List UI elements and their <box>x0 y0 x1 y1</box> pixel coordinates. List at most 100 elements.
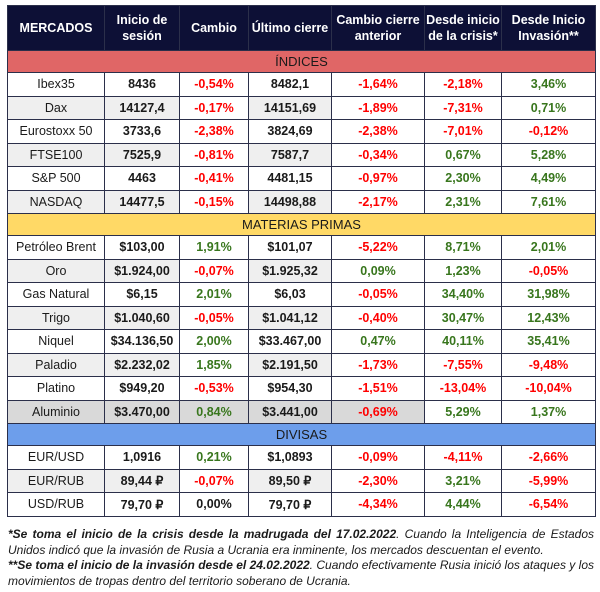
table-row: Platino $949,20 -0,53% $954,30 -1,51% -13,04%… <box>7 376 596 401</box>
change-prev-close: -1,64% <box>331 72 425 97</box>
footnote-invasion-text: . Cuando efectivamente Rusia inició los … <box>8 558 594 588</box>
change-prev-close: 0,47% <box>331 329 425 354</box>
session-open: $2.232,02 <box>104 352 180 377</box>
market-name: Gas Natural <box>7 282 105 307</box>
change: 1,85% <box>179 352 249 377</box>
last-close: $1.041,12 <box>248 305 332 330</box>
header-row: MERCADOS Inicio de sesión Cambio Último … <box>7 5 596 51</box>
session-open: $34.136,50 <box>104 329 180 354</box>
session-open: 14127,4 <box>104 95 180 120</box>
session-open: 1,0916 <box>104 445 180 470</box>
change-prev-close: -0,05% <box>331 282 425 307</box>
since-crisis: 2,30% <box>424 166 502 191</box>
table-row: Dax 14127,4 -0,17% 14151,69 -1,89% -7,31% 0,71… <box>7 95 596 120</box>
change: -0,07% <box>179 468 249 493</box>
since-crisis: -4,11% <box>424 445 502 470</box>
change: 2,01% <box>179 282 249 307</box>
change-prev-close: -5,22% <box>331 235 425 260</box>
session-open: $1.924,00 <box>104 258 180 283</box>
change-prev-close: -2,30% <box>331 468 425 493</box>
last-close: $954,30 <box>248 376 332 401</box>
change-prev-close: -2,17% <box>331 189 425 214</box>
since-crisis: -13,04% <box>424 376 502 401</box>
session-open: 79,70 ₽ <box>104 492 180 517</box>
since-crisis: 5,29% <box>424 399 502 424</box>
since-crisis: 40,11% <box>424 329 502 354</box>
since-crisis: 0,67% <box>424 142 502 167</box>
change: 1,91% <box>179 235 249 260</box>
market-name: Trigo <box>7 305 105 330</box>
session-open: 14477,5 <box>104 189 180 214</box>
table-row: Gas Natural $6,15 2,01% $6,03 -0,05% 34,40% 31… <box>7 282 596 307</box>
change: -0,07% <box>179 258 249 283</box>
header-desde-crisis: Desde inicio de la crisis* <box>424 5 502 51</box>
header-inicio-sesion: Inicio de sesión <box>104 5 180 51</box>
change-prev-close: -0,09% <box>331 445 425 470</box>
session-open: 8436 <box>104 72 180 97</box>
since-crisis: 2,31% <box>424 189 502 214</box>
since-crisis: 4,44% <box>424 492 502 517</box>
table-row: S&P 500 4463 -0,41% 4481,15 -0,97% 2,30% 4,49% <box>7 166 596 191</box>
change-prev-close: -1,51% <box>331 376 425 401</box>
since-invasion: 35,41% <box>501 329 596 354</box>
since-invasion: -5,99% <box>501 468 596 493</box>
last-close: 14151,69 <box>248 95 332 120</box>
last-close: $101,07 <box>248 235 332 260</box>
last-close: $2.191,50 <box>248 352 332 377</box>
change-prev-close: -2,38% <box>331 119 425 144</box>
table-row: Oro $1.924,00 -0,07% $1.925,32 0,09% 1,23% -0,… <box>7 258 596 283</box>
last-close: $3.441,00 <box>248 399 332 424</box>
change: -0,17% <box>179 95 249 120</box>
last-close: 79,70 ₽ <box>248 492 332 517</box>
last-close: $6,03 <box>248 282 332 307</box>
since-invasion: -2,66% <box>501 445 596 470</box>
change-prev-close: -0,34% <box>331 142 425 167</box>
change: -0,41% <box>179 166 249 191</box>
market-name: Paladio <box>7 352 105 377</box>
header-cambio-cierre-anterior: Cambio cierre anterior <box>331 5 425 51</box>
last-close: 89,50 ₽ <box>248 468 332 493</box>
market-name: Aluminio <box>7 399 105 424</box>
since-invasion: 4,49% <box>501 166 596 191</box>
last-close: 4481,15 <box>248 166 332 191</box>
table-row: FTSE100 7525,9 -0,81% 7587,7 -0,34% 0,67% 5,28… <box>7 142 596 167</box>
section-title: MATERIAS PRIMAS <box>7 213 596 236</box>
since-invasion: 1,37% <box>501 399 596 424</box>
market-name: FTSE100 <box>7 142 105 167</box>
since-crisis: -2,18% <box>424 72 502 97</box>
section-header-div: DIVISAS <box>7 423 596 446</box>
change: -0,05% <box>179 305 249 330</box>
change: -2,38% <box>179 119 249 144</box>
change: 0,00% <box>179 492 249 517</box>
table-row: Ibex35 8436 -0,54% 8482,1 -1,64% -2,18% 3,46% <box>7 72 596 97</box>
change: 0,21% <box>179 445 249 470</box>
market-name: Oro <box>7 258 105 283</box>
table-row: EUR/RUB 89,44 ₽ -0,07% 89,50 ₽ -2,30% 3,21% -5… <box>7 468 596 493</box>
since-invasion: 5,28% <box>501 142 596 167</box>
market-name: USD/RUB <box>7 492 105 517</box>
last-close: $33.467,00 <box>248 329 332 354</box>
footnote-invasion: **Se toma el inicio de la invasión desde… <box>8 558 594 589</box>
header-cambio: Cambio <box>179 5 249 51</box>
session-open: $1.040,60 <box>104 305 180 330</box>
table-row: Paladio $2.232,02 1,85% $2.191,50 -1,73% -7,5… <box>7 352 596 377</box>
footnote-crisis: *Se toma el inicio de la crisis desde la… <box>8 527 594 558</box>
change: -0,53% <box>179 376 249 401</box>
change-prev-close: -1,73% <box>331 352 425 377</box>
since-crisis: 30,47% <box>424 305 502 330</box>
change-prev-close: -0,97% <box>331 166 425 191</box>
change: -0,81% <box>179 142 249 167</box>
market-name: Platino <box>7 376 105 401</box>
last-close: $1.925,32 <box>248 258 332 283</box>
header-desde-invasion: Desde Inicio Invasión** <box>501 5 596 51</box>
market-name: Niquel <box>7 329 105 354</box>
session-open: 89,44 ₽ <box>104 468 180 493</box>
change-prev-close: -4,34% <box>331 492 425 517</box>
since-invasion: 2,01% <box>501 235 596 260</box>
header-mercados: MERCADOS <box>7 5 105 51</box>
change-prev-close: -0,40% <box>331 305 425 330</box>
change: -0,54% <box>179 72 249 97</box>
market-name: Petróleo Brent <box>7 235 105 260</box>
table-row: Trigo $1.040,60 -0,05% $1.041,12 -0,40% 30,47… <box>7 305 596 330</box>
table-row: Niquel $34.136,50 2,00% $33.467,00 0,47% 40,1… <box>7 329 596 354</box>
